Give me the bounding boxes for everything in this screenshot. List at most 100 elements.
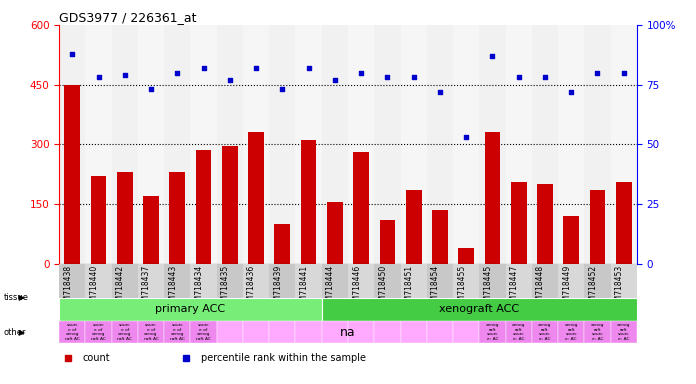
Text: GSM718441: GSM718441 (299, 265, 308, 311)
Bar (563, 216, 579, 264)
Bar (164, 264, 191, 298)
Text: xenog
raft
sourc
e: AC: xenog raft sourc e: AC (486, 323, 499, 341)
Text: primary ACC: primary ACC (155, 305, 226, 314)
Text: GSM718442: GSM718442 (116, 265, 125, 311)
Point (224, 77, 235, 83)
Text: GSM718443: GSM718443 (168, 265, 177, 311)
Bar (480, 321, 505, 343)
Bar (400, 264, 427, 298)
Text: GSM718449: GSM718449 (562, 265, 571, 311)
Bar (191, 321, 216, 343)
Bar (458, 248, 474, 264)
Bar (610, 25, 637, 264)
Bar (296, 321, 322, 343)
Bar (558, 321, 585, 343)
Point (618, 70, 629, 76)
Bar (296, 25, 322, 264)
Bar (453, 25, 480, 264)
Text: xenog
raft
sourc
e: AC: xenog raft sourc e: AC (538, 323, 552, 341)
Text: GSM718454: GSM718454 (431, 265, 440, 311)
Bar (301, 141, 317, 264)
Text: GSM718455: GSM718455 (457, 265, 466, 311)
Bar (480, 264, 505, 298)
Bar (59, 264, 86, 298)
Point (592, 70, 603, 76)
Bar (327, 202, 342, 264)
Bar (590, 190, 606, 264)
Bar (169, 172, 185, 264)
Text: ▶: ▶ (3, 328, 26, 337)
Point (566, 89, 577, 95)
Point (461, 134, 472, 140)
Point (408, 74, 419, 81)
Bar (243, 25, 269, 264)
Point (277, 86, 288, 93)
Bar (111, 25, 138, 264)
Bar (138, 264, 164, 298)
Bar (374, 321, 400, 343)
Text: GSM718438: GSM718438 (63, 265, 72, 311)
Bar (191, 264, 216, 298)
Bar (322, 25, 348, 264)
Bar (138, 321, 164, 343)
Bar (111, 321, 138, 343)
Text: GSM718448: GSM718448 (536, 265, 545, 311)
Text: sourc
e of
xenog
raft AC: sourc e of xenog raft AC (196, 323, 211, 341)
Text: GSM718447: GSM718447 (509, 265, 519, 311)
Bar (143, 196, 159, 264)
Text: other: other (3, 328, 26, 337)
Bar (59, 25, 86, 264)
Bar (432, 210, 448, 264)
Text: xenog
raft
sourc
e: AC: xenog raft sourc e: AC (512, 323, 525, 341)
Bar (243, 321, 269, 343)
Bar (86, 264, 111, 298)
Bar (196, 150, 212, 264)
Bar (322, 264, 348, 298)
Text: percentile rank within the sample: percentile rank within the sample (200, 353, 365, 363)
Text: GSM718439: GSM718439 (274, 265, 283, 311)
Bar (532, 321, 558, 343)
Text: sourc
e of
xenog
raft AC: sourc e of xenog raft AC (143, 323, 159, 341)
Bar (532, 264, 558, 298)
Bar (86, 25, 111, 264)
Text: GSM718440: GSM718440 (90, 265, 99, 311)
Bar (296, 264, 322, 298)
Bar (269, 264, 296, 298)
Point (172, 70, 183, 76)
Bar (348, 25, 374, 264)
Text: sourc
e of
xenog
raft AC: sourc e of xenog raft AC (91, 323, 106, 341)
Bar (348, 264, 374, 298)
Bar (427, 25, 453, 264)
Bar (90, 176, 106, 264)
Bar (86, 321, 111, 343)
Bar (585, 25, 610, 264)
Bar (59, 298, 322, 321)
Bar (164, 321, 191, 343)
Bar (453, 264, 480, 298)
Bar (216, 25, 243, 264)
Text: tissue: tissue (3, 293, 29, 302)
Text: GSM718451: GSM718451 (404, 265, 413, 311)
Bar (379, 220, 395, 264)
Bar (427, 264, 453, 298)
Text: GSM718436: GSM718436 (247, 265, 256, 311)
Bar (164, 25, 191, 264)
Text: sourc
e of
xenog
raft AC: sourc e of xenog raft AC (118, 323, 132, 341)
Text: GSM718435: GSM718435 (221, 265, 230, 311)
Text: GSM718452: GSM718452 (588, 265, 597, 311)
Bar (191, 25, 216, 264)
Text: na: na (340, 326, 356, 339)
Bar (406, 190, 422, 264)
Bar (222, 146, 238, 264)
Bar (243, 264, 269, 298)
Point (93, 74, 104, 81)
Bar (511, 182, 527, 264)
Point (303, 65, 314, 71)
Point (539, 74, 551, 81)
Bar (216, 321, 243, 343)
Point (119, 72, 130, 78)
Bar (616, 182, 631, 264)
Text: xenog
raft
sourc
e: AC: xenog raft sourc e: AC (564, 323, 578, 341)
Bar (400, 321, 427, 343)
Bar (269, 25, 296, 264)
